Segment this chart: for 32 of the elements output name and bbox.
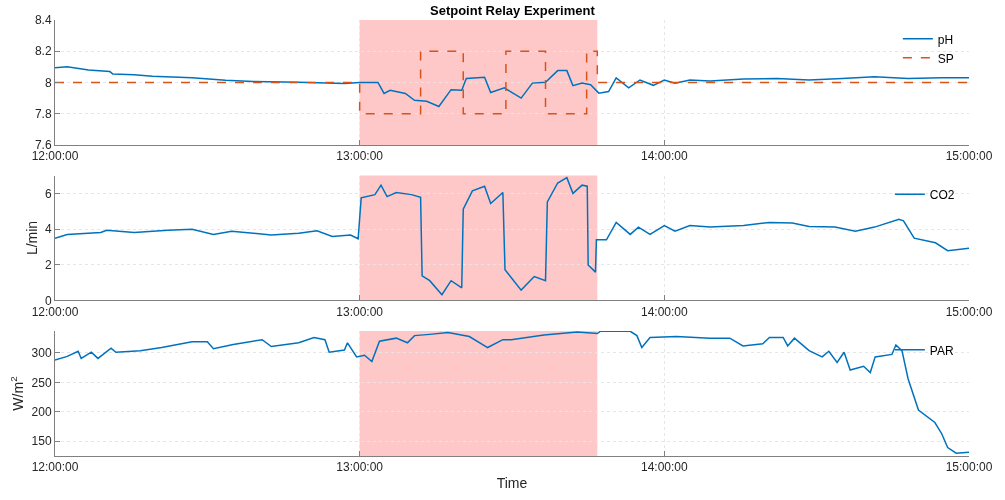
legend-label: SP: [937, 51, 954, 66]
x-tick-label: 13:00:00: [336, 149, 384, 164]
y-axis-title: L/min: [23, 220, 40, 256]
y-tick-label: 250: [31, 375, 52, 390]
y-tick-label: 8: [44, 75, 52, 90]
chart-title: Setpoint Relay Experiment: [430, 3, 596, 18]
y-tick-label: 2: [44, 257, 52, 272]
y-tick-label: 200: [31, 404, 52, 419]
x-tick-label: 13:00:00: [336, 304, 384, 319]
y-tick-label: 6: [44, 186, 52, 201]
legend-label: CO2: [929, 188, 955, 203]
y-tick-label: 8.2: [34, 44, 52, 59]
y-tick-label: 150: [31, 434, 52, 449]
x-tick-label: 12:00:00: [31, 149, 79, 164]
x-tick-label: 14:00:00: [640, 149, 689, 164]
x-tick-label: 15:00:00: [945, 460, 993, 475]
legend-label: PAR: [929, 343, 954, 358]
x-axis-title: Time: [496, 474, 528, 491]
x-tick-label: 14:00:00: [640, 460, 689, 475]
line-series: [55, 176, 969, 296]
y-tick-label: 300: [31, 346, 52, 361]
line-series: [55, 66, 969, 108]
y-tick-label: 7.8: [34, 106, 52, 121]
line-series: [55, 331, 969, 454]
x-tick-label: 12:00:00: [31, 460, 79, 475]
x-tick-label: 15:00:00: [945, 304, 993, 319]
y-tick-label: 4: [44, 222, 52, 237]
y-tick-label: 8.4: [34, 13, 52, 28]
x-tick-label: 15:00:00: [945, 149, 993, 164]
x-tick-label: 14:00:00: [640, 304, 689, 319]
legend-label: pH: [937, 32, 954, 47]
x-tick-label: 13:00:00: [336, 460, 384, 475]
